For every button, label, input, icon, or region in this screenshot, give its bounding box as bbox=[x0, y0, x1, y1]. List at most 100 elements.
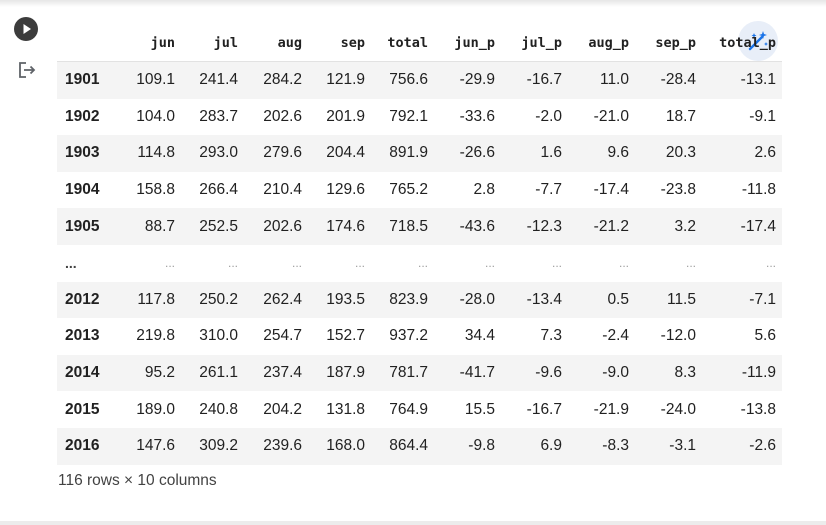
table-cell: 121.9 bbox=[308, 60, 371, 99]
table-cell: 261.1 bbox=[181, 354, 244, 392]
table-cell: 187.9 bbox=[308, 354, 371, 392]
table-cell: 204.2 bbox=[244, 391, 308, 428]
table-cell: 34.4 bbox=[434, 318, 501, 355]
table-cell: 210.4 bbox=[244, 171, 308, 209]
table-cell: 781.7 bbox=[371, 354, 434, 392]
table-cell: -2.0 bbox=[501, 98, 568, 136]
table-cell: 11.5 bbox=[635, 281, 702, 319]
column-header: sep bbox=[340, 34, 365, 51]
table-cell: 201.9 bbox=[308, 98, 371, 136]
magic-wand-icon bbox=[748, 31, 768, 51]
table-row: 2015 189.0 240.8 204.2 131.8 764.9 15.5 -16.7 -2… bbox=[57, 391, 782, 428]
table-cell: -21.2 bbox=[568, 208, 635, 245]
ellipsis-row: ................................. bbox=[57, 244, 782, 282]
table-cell: 104.0 bbox=[115, 98, 181, 136]
table-cell: -41.7 bbox=[434, 354, 501, 392]
row-index: 2014 bbox=[57, 354, 115, 392]
table-cell: 718.5 bbox=[371, 208, 434, 245]
table-cell: -7.7 bbox=[501, 171, 568, 209]
table-row: 2013 219.8 310.0 254.7 152.7 937.2 34.4 7.3 -2.4… bbox=[57, 318, 782, 355]
table-cell: 5.6 bbox=[702, 318, 782, 355]
table-cell: 765.2 bbox=[371, 171, 434, 209]
column-header: jul bbox=[213, 34, 238, 51]
table-cell: 193.5 bbox=[308, 281, 371, 319]
suggest-charts-button[interactable] bbox=[738, 21, 778, 61]
table-cell: -12.3 bbox=[501, 208, 568, 245]
table-cell: 131.8 bbox=[308, 391, 371, 428]
table-cell: 310.0 bbox=[181, 318, 244, 355]
dataframe-table: jun jul aug sep total jun_p jul_p aug_p sep_p tot… bbox=[57, 24, 782, 465]
table-cell: ... bbox=[308, 244, 371, 282]
table-row: 1903 114.8 293.0 279.6 204.4 891.9 -26.6 1.6 9.6… bbox=[57, 135, 782, 172]
table-cell: ... bbox=[568, 244, 635, 282]
table-cell: 95.2 bbox=[115, 354, 181, 392]
table-cell: -9.8 bbox=[434, 427, 501, 465]
row-index: ... bbox=[57, 244, 115, 282]
table-cell: 114.8 bbox=[115, 135, 181, 172]
table-cell: -13.8 bbox=[702, 391, 782, 428]
table-cell: -13.1 bbox=[702, 60, 782, 99]
table-cell: 0.5 bbox=[568, 281, 635, 319]
table-cell: -26.6 bbox=[434, 135, 501, 172]
table-cell: ... bbox=[501, 244, 568, 282]
table-cell: 266.4 bbox=[181, 171, 244, 209]
table-cell: ... bbox=[702, 244, 782, 282]
table-cell: 237.4 bbox=[244, 354, 308, 392]
table-cell: 158.8 bbox=[115, 171, 181, 209]
table-cell: -43.6 bbox=[434, 208, 501, 245]
table-cell: 792.1 bbox=[371, 98, 434, 136]
table-cell: 764.9 bbox=[371, 391, 434, 428]
table-cell: 823.9 bbox=[371, 281, 434, 319]
column-header: jun bbox=[150, 34, 175, 51]
run-cell-button[interactable] bbox=[14, 17, 38, 41]
table-row: 1904 158.8 266.4 210.4 129.6 765.2 2.8 -7.7 -17.… bbox=[57, 171, 782, 209]
table-cell: 309.2 bbox=[181, 427, 244, 465]
table-cell: -17.4 bbox=[568, 171, 635, 209]
table-cell: 240.8 bbox=[181, 391, 244, 428]
play-icon bbox=[23, 24, 31, 34]
table-cell: 129.6 bbox=[308, 171, 371, 209]
row-index: 2016 bbox=[57, 427, 115, 465]
cell-top-border bbox=[0, 0, 826, 7]
index-header bbox=[57, 24, 115, 62]
table-cell: -12.0 bbox=[635, 318, 702, 355]
table-cell: 219.8 bbox=[115, 318, 181, 355]
column-header: aug bbox=[277, 34, 302, 51]
table-cell: 11.0 bbox=[568, 60, 635, 99]
row-index: 1903 bbox=[57, 135, 115, 172]
table-cell: 284.2 bbox=[244, 60, 308, 99]
table-cell: 117.8 bbox=[115, 281, 181, 319]
column-header: sep_p bbox=[655, 34, 696, 51]
column-header: total bbox=[387, 34, 428, 51]
row-index: 2013 bbox=[57, 318, 115, 355]
table-cell: 891.9 bbox=[371, 135, 434, 172]
table-cell: -9.1 bbox=[702, 98, 782, 136]
table-cell: -3.1 bbox=[635, 427, 702, 465]
table-cell: ... bbox=[434, 244, 501, 282]
table-cell: 9.6 bbox=[568, 135, 635, 172]
row-index: 2015 bbox=[57, 391, 115, 428]
table-cell: 279.6 bbox=[244, 135, 308, 172]
table-row: 2012 117.8 250.2 262.4 193.5 823.9 -28.0 -13.4 0… bbox=[57, 281, 782, 319]
table-cell: 174.6 bbox=[308, 208, 371, 245]
table-row: 1901 109.1 241.4 284.2 121.9 756.6 -29.9 -16.7 1… bbox=[57, 60, 782, 99]
export-output-icon[interactable] bbox=[16, 59, 38, 81]
table-cell: 15.5 bbox=[434, 391, 501, 428]
table-cell: 20.3 bbox=[635, 135, 702, 172]
table-cell: 88.7 bbox=[115, 208, 181, 245]
table-cell: 18.7 bbox=[635, 98, 702, 136]
table-cell: -21.0 bbox=[568, 98, 635, 136]
table-cell: 239.6 bbox=[244, 427, 308, 465]
table-cell: ... bbox=[181, 244, 244, 282]
table-cell: 2.6 bbox=[702, 135, 782, 172]
table-cell: 864.4 bbox=[371, 427, 434, 465]
table-cell: ... bbox=[371, 244, 434, 282]
table-cell: 147.6 bbox=[115, 427, 181, 465]
column-header: jul_p bbox=[521, 34, 562, 51]
table-cell: -33.6 bbox=[434, 98, 501, 136]
cell-bottom-border bbox=[0, 521, 826, 525]
table-cell: 152.7 bbox=[308, 318, 371, 355]
table-cell: ... bbox=[115, 244, 181, 282]
table-cell: 262.4 bbox=[244, 281, 308, 319]
table-cell: 6.9 bbox=[501, 427, 568, 465]
